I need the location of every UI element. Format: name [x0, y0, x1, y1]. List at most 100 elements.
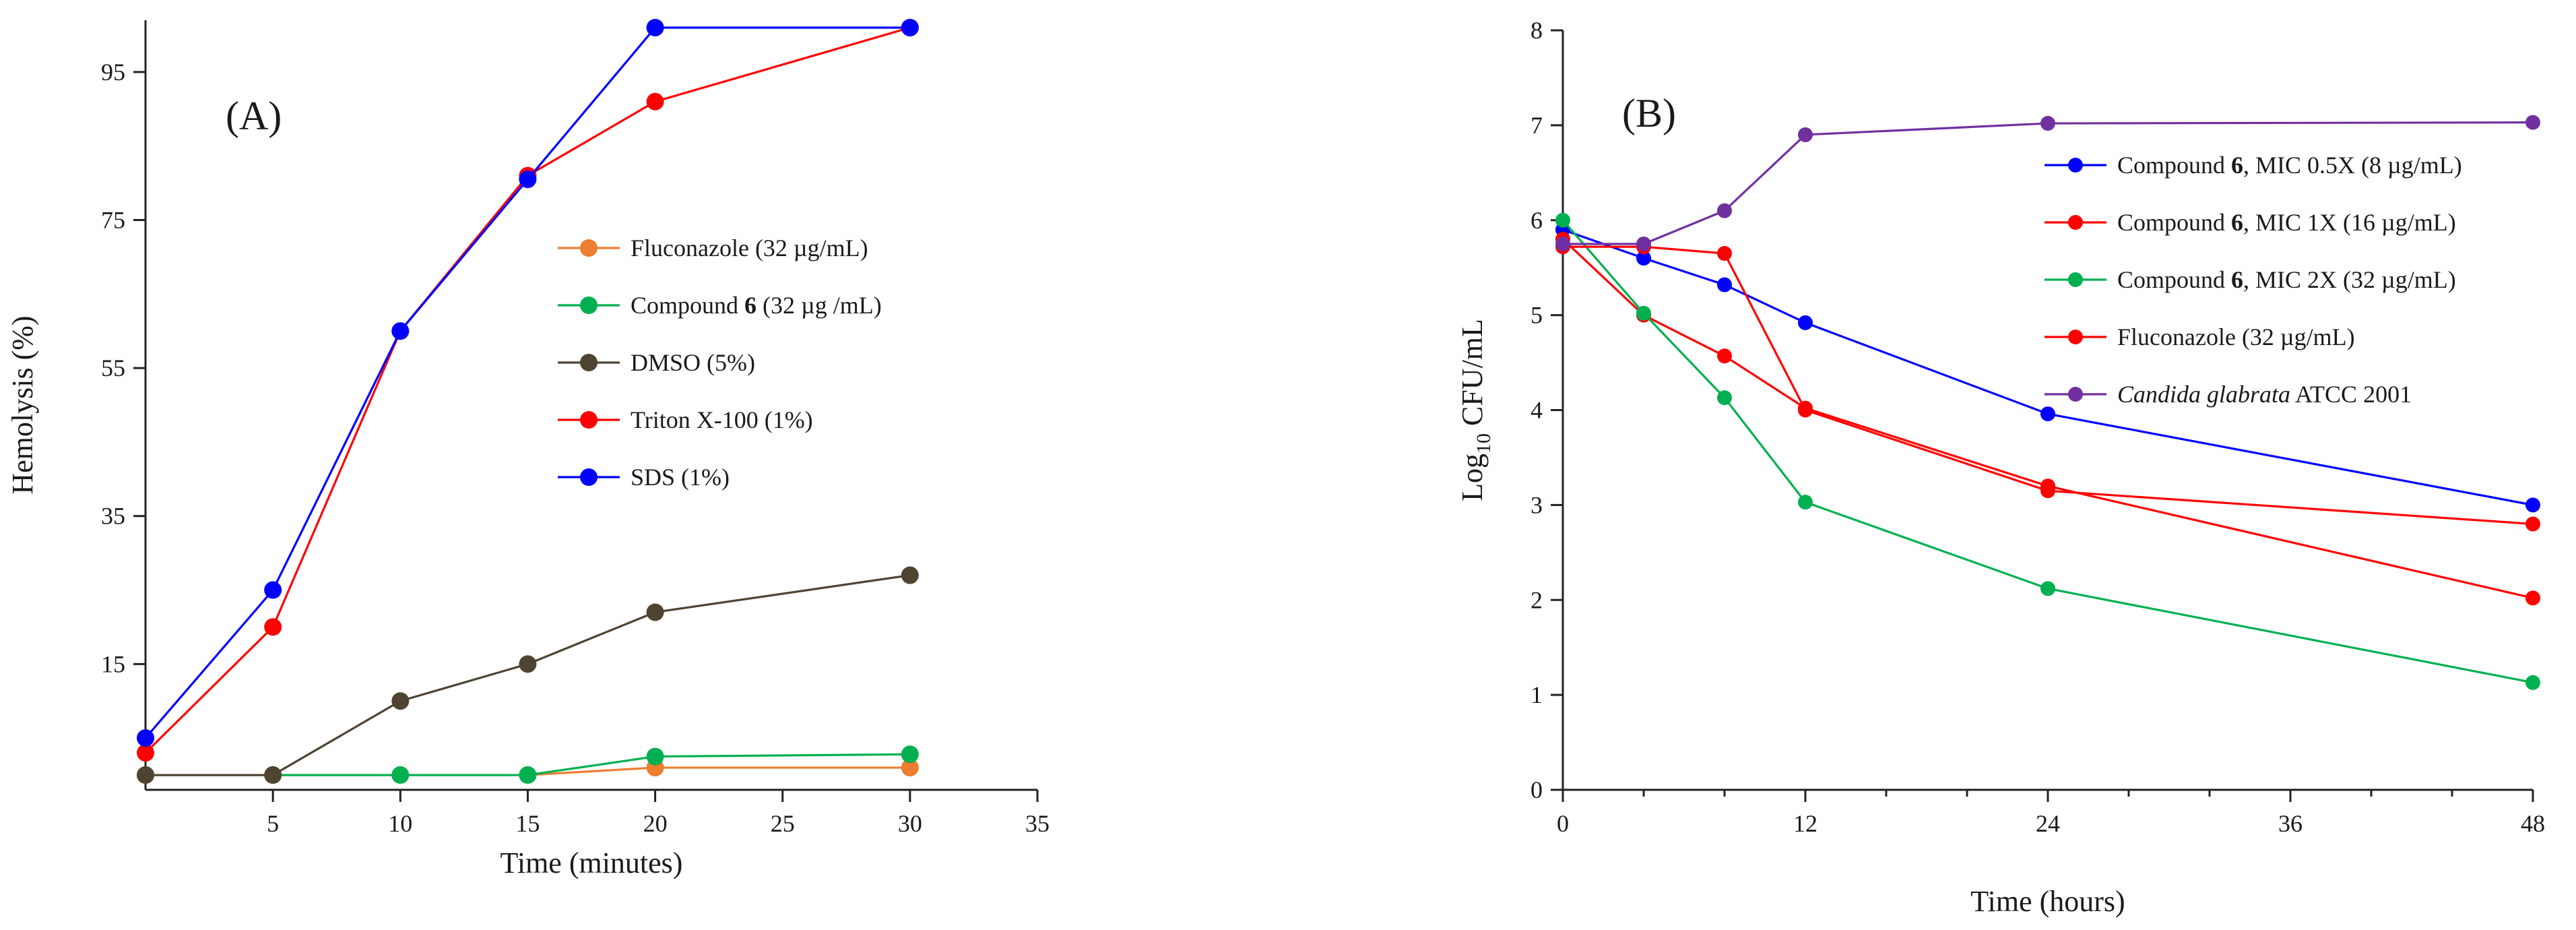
- y-tick-label: 0: [1531, 776, 1543, 803]
- chart-panel-a: 5 10 15 20 25 30 35 15 35 55 75 95 Time (minutes) Hem…: [6, 18, 1050, 879]
- data-point-s4: [646, 92, 664, 111]
- series-line-3: [1561, 219, 2534, 684]
- y-tick-label: 15: [101, 650, 125, 677]
- data-point-s1: [1717, 277, 1732, 292]
- legend-marker: [2068, 158, 2083, 173]
- data-point-s1: [901, 759, 919, 777]
- data-point-s5: [646, 18, 664, 36]
- series-line-4: [144, 26, 911, 754]
- data-point-s2: [901, 745, 919, 764]
- series-line-3: [146, 574, 911, 776]
- x-tick-label: 0: [1557, 810, 1569, 837]
- data-point-s3: [2525, 675, 2540, 690]
- data-point-s2: [2525, 590, 2540, 606]
- data-point-s5: [901, 18, 919, 36]
- legend-entry-5: Candida glabrata ATCC 2001: [2117, 381, 2412, 408]
- data-point-s3: [901, 566, 919, 584]
- data-point-s1: [2525, 497, 2540, 513]
- y-tick-label: 2: [1531, 586, 1543, 613]
- y-tick-label: 5: [1531, 302, 1543, 329]
- y-tick-label: 8: [1531, 17, 1543, 44]
- data-point-s5: [1636, 236, 1651, 251]
- y-tick-label: 95: [101, 59, 125, 86]
- legend-marker: [580, 297, 598, 314]
- y-tick-label: 75: [101, 206, 125, 233]
- y-axis-title: Log10 CFU/mL: [1456, 319, 1495, 501]
- data-point-s4: [137, 744, 154, 762]
- data-point-s4: [1717, 246, 1732, 261]
- series-line-1: [1562, 228, 2534, 506]
- data-point-s4: [2040, 483, 2055, 499]
- legend-marker: [580, 468, 598, 486]
- series-line-4: [1563, 245, 2534, 526]
- legend-marker: [2068, 387, 2083, 402]
- x-tick-label: 5: [267, 810, 279, 837]
- x-axis-title: Time (hours): [1970, 885, 2125, 918]
- y-tick-label: 3: [1531, 491, 1543, 518]
- data-point-s3: [1798, 495, 1813, 510]
- data-point-s4: [2525, 516, 2540, 532]
- data-point-s3: [646, 603, 664, 621]
- data-point-s4: [1798, 402, 1813, 418]
- x-tick-label: 10: [388, 810, 412, 837]
- data-point-s2: [391, 766, 410, 784]
- data-point-s3: [391, 692, 410, 710]
- data-point-s4: [264, 618, 282, 636]
- data-point-s5: [519, 170, 537, 189]
- series-line-2: [1561, 238, 2534, 599]
- x-tick-label: 30: [898, 810, 922, 837]
- data-point-s3: [1717, 390, 1732, 406]
- legend-entry-1: Fluconazole (32 µg/mL): [631, 235, 868, 261]
- data-point-s5: [264, 581, 282, 599]
- panel-label: (A): [226, 94, 282, 138]
- series-line-5: [144, 26, 910, 739]
- x-tick-label: 36: [2278, 810, 2303, 837]
- x-tick-label: 24: [2036, 810, 2060, 837]
- legend-marker: [580, 354, 598, 371]
- data-point-s3: [2040, 581, 2055, 596]
- data-point-s5: [1555, 236, 1570, 251]
- y-axis-title: Hemolysis (%): [6, 315, 39, 494]
- legend-marker: [2068, 272, 2083, 287]
- y-tick-label: 1: [1531, 681, 1543, 708]
- data-point-s5: [1717, 203, 1732, 218]
- y-tick-label: 6: [1531, 207, 1543, 234]
- data-point-s3: [264, 766, 282, 784]
- x-tick-label: 25: [771, 810, 795, 837]
- data-point-s1: [2040, 406, 2055, 422]
- x-axis-title: Time (minutes): [501, 846, 683, 879]
- legend-entry-3: Compound 6, MIC 2X (32 µg/mL): [2117, 266, 2456, 293]
- legend-entry-3: DMSO (5%): [631, 349, 755, 376]
- y-tick-label: 55: [101, 354, 125, 381]
- data-point-s5: [391, 322, 410, 340]
- data-point-s5: [2040, 116, 2055, 131]
- data-point-s2: [646, 747, 664, 766]
- data-point-s2: [519, 766, 537, 784]
- legend-entry-2: Compound 6 (32 µg /mL): [631, 292, 882, 319]
- x-tick-label: 35: [1025, 810, 1050, 837]
- data-point-s3: [1636, 305, 1651, 321]
- data-point-s3: [137, 766, 154, 784]
- data-point-s3: [519, 655, 537, 673]
- y-tick-label: 35: [101, 503, 125, 530]
- legend-entry-4: Fluconazole (32 µg/mL): [2117, 323, 2355, 350]
- legend-marker: [2068, 330, 2083, 344]
- legend-entry-1: Compound 6, MIC 0.5X (8 µg/mL): [2117, 152, 2462, 179]
- data-point-s1: [1636, 251, 1651, 266]
- legend-entry-4: Triton X-100 (1%): [631, 406, 813, 433]
- series-line-5: [1563, 121, 2534, 245]
- x-tick-label: 48: [2521, 810, 2545, 837]
- data-point-s5: [2525, 115, 2540, 130]
- x-tick-label: 15: [515, 810, 540, 837]
- y-tick-label: 7: [1531, 112, 1543, 139]
- legend-marker: [580, 411, 598, 429]
- data-point-s5: [137, 729, 154, 747]
- legend-marker: [580, 239, 598, 257]
- data-point-s3: [1555, 212, 1570, 228]
- data-point-s5: [1798, 127, 1813, 142]
- legend-marker: [2068, 215, 2083, 230]
- panel-label: (B): [1622, 91, 1676, 135]
- legend-entry-5: SDS (1%): [631, 464, 730, 491]
